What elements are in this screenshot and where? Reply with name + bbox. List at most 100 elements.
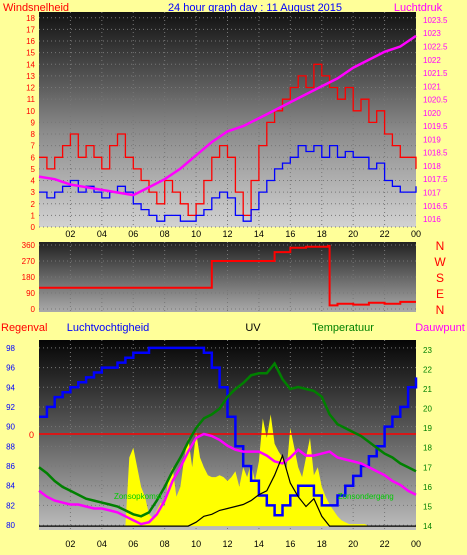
y-left-tick-label: 11	[27, 95, 36, 104]
y-humidity-tick-label: 88	[6, 442, 15, 451]
y-left-tick-label: 14	[26, 60, 35, 69]
y-left-tick-label: 5	[31, 165, 36, 174]
x-tick-label: 12	[222, 539, 232, 549]
y-right-tick-label: 1018.5	[423, 149, 448, 158]
y-left-tick-label: 13	[26, 72, 35, 81]
y-temperature-tick-label: 22	[423, 365, 432, 374]
legend-temperature: Temperatuur	[312, 322, 374, 334]
pressure-series-line	[38, 34, 417, 197]
y-right-tick-label: 1022	[423, 56, 441, 65]
y-humidity-tick-label: 92	[6, 403, 15, 412]
x-tick-label: 08	[160, 539, 170, 549]
y-right-tick-label: 1020	[423, 109, 441, 118]
humidity-series-line	[39, 346, 418, 517]
legend-humidity: Luchtvochtigheid	[67, 322, 150, 334]
y-direction-tick-label: 0	[31, 305, 36, 314]
y-right-tick-label: 1016.5	[423, 202, 448, 211]
y-left-tick-label: 15	[26, 49, 35, 58]
temperature-series-line	[38, 361, 417, 518]
legend-dewpoint: Dauwpunt	[415, 322, 465, 334]
y-right-tick-label: 1019.5	[423, 122, 448, 131]
y-left-tick-label: 0	[31, 223, 36, 232]
y-left-tick-label: 16	[26, 37, 35, 46]
y-temperature-tick-label: 17	[423, 463, 432, 472]
x-tick-label: 18	[317, 539, 327, 549]
y-right-tick-label: 1020.5	[423, 96, 448, 105]
y-humidity-tick-label: 98	[6, 344, 15, 353]
y-left-tick-label: 6	[31, 153, 36, 162]
y-temperature-tick-label: 16	[423, 483, 432, 492]
y-humidity-tick-label: 80	[6, 521, 15, 530]
y-right-tick-label: 1018	[423, 162, 441, 171]
y-left-tick-label: 9	[31, 118, 36, 127]
compass-side-label: E	[436, 287, 444, 301]
y-temperature-tick-label: 20	[423, 405, 432, 414]
y-right-tick-label: 1021.5	[423, 69, 448, 78]
y-left-tick-label: 3	[31, 188, 36, 197]
x-tick-label: 10	[191, 229, 201, 239]
panel-wind-pressure-background	[39, 12, 416, 227]
rain-zero-label: 0	[29, 430, 34, 440]
y-temperature-tick-label: 23	[423, 346, 432, 355]
y-left-tick-label: 17	[26, 25, 35, 34]
y-right-tick-label: 1019	[423, 135, 441, 144]
compass-side-label: W	[434, 255, 446, 269]
y-humidity-tick-label: 96	[6, 364, 15, 373]
y-left-tick-label: 12	[26, 84, 35, 93]
header-center-title: 24 hour graph day : 11 August 2015	[168, 2, 342, 14]
legend-uv: UV	[245, 322, 261, 334]
y-left-tick-label: 18	[26, 14, 35, 23]
y-direction-tick-label: 180	[22, 273, 36, 282]
y-humidity-tick-label: 86	[6, 462, 15, 471]
y-direction-tick-label: 360	[22, 241, 36, 250]
dewpoint-series-line	[38, 432, 417, 526]
y-humidity-tick-label: 82	[6, 501, 15, 510]
y-left-tick-label: 7	[31, 142, 36, 151]
y-right-tick-label: 1017	[423, 188, 441, 197]
compass-side-label: N	[436, 303, 445, 317]
x-tick-label: 12	[222, 229, 232, 239]
wind-gust-series-line	[39, 144, 417, 222]
y-left-tick-label: 10	[26, 107, 35, 116]
x-tick-label: 16	[285, 539, 295, 549]
x-tick-label: 06	[128, 539, 138, 549]
x-tick-label: 04	[97, 539, 107, 549]
header-left-title: Windsnelheid	[3, 2, 69, 14]
y-temperature-tick-label: 21	[423, 385, 432, 394]
y-right-tick-label: 1022.5	[423, 43, 448, 52]
compass-side-label: N	[436, 239, 445, 253]
x-tick-label: 14	[254, 229, 264, 239]
y-temperature-tick-label: 19	[423, 424, 432, 433]
x-tick-label: 20	[348, 229, 358, 239]
y-direction-tick-label: 270	[22, 257, 36, 266]
x-tick-label: 08	[160, 229, 170, 239]
y-right-tick-label: 1016	[423, 215, 441, 224]
compass-side-label: S	[436, 271, 444, 285]
x-tick-label: 14	[254, 539, 264, 549]
x-tick-label: 04	[97, 229, 107, 239]
y-humidity-tick-label: 84	[6, 482, 15, 491]
y-right-tick-label: 1017.5	[423, 175, 448, 184]
x-tick-label: 06	[128, 229, 138, 239]
x-tick-label: 00	[411, 539, 421, 549]
wind-speed-series-line	[39, 63, 417, 217]
y-temperature-tick-label: 15	[423, 502, 432, 511]
y-left-tick-label: 1	[31, 211, 36, 220]
y-temperature-tick-label: 14	[423, 522, 432, 531]
legend-rain: Regenval	[1, 322, 47, 334]
x-tick-label: 22	[380, 539, 390, 549]
x-tick-label: 18	[317, 229, 327, 239]
x-tick-label: 00	[411, 229, 421, 239]
y-temperature-tick-label: 18	[423, 444, 432, 453]
y-right-tick-label: 1023.5	[423, 16, 448, 25]
header-right-title: Luchtdruk	[394, 2, 443, 14]
x-tick-label: 22	[380, 229, 390, 239]
y-left-tick-label: 8	[31, 130, 36, 139]
y-humidity-tick-label: 90	[6, 423, 15, 432]
sunrise-annotation: Zonsopkomst	[114, 492, 163, 501]
chart-dynamic-layer: 012345678910111213141516171810161016.510…	[6, 12, 448, 549]
uv-series-line	[39, 453, 416, 527]
x-tick-label: 16	[285, 229, 295, 239]
